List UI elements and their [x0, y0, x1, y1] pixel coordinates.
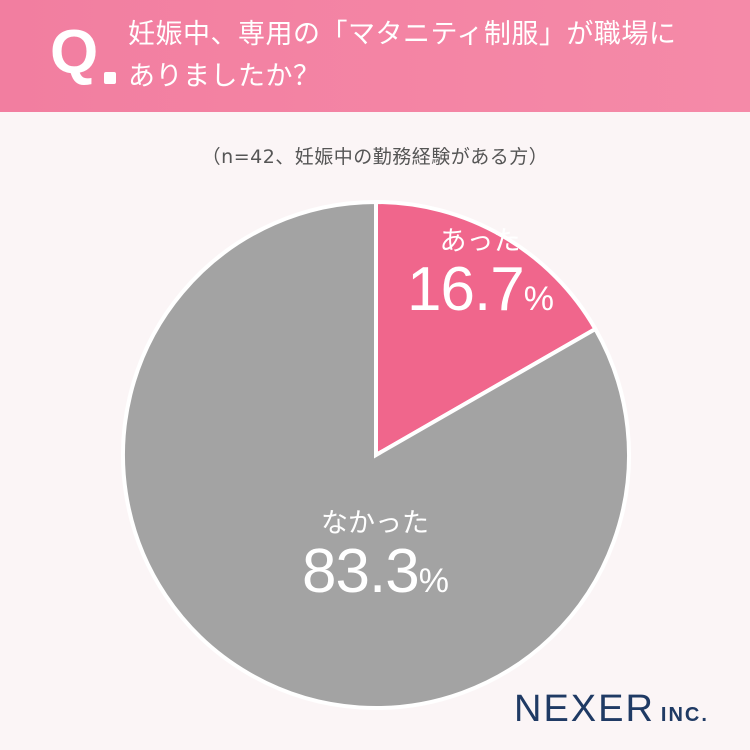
- pie-slice-no: [121, 199, 631, 710]
- logo-suffix: INC.: [660, 704, 709, 726]
- q-mark: Q: [50, 18, 99, 87]
- slice-label-no: なかった 83.3%: [250, 508, 500, 613]
- nexer-logo: NEXER INC.: [514, 688, 709, 731]
- slice-category-yes: あった: [439, 226, 521, 257]
- question-line-1: 妊娠中、専用の「マタニティ制服」が職場に: [128, 19, 677, 50]
- slice-label-yes: あった 16.7%: [380, 226, 580, 331]
- slice-unit-yes: %: [523, 280, 554, 318]
- slice-category-no: なかった: [321, 508, 429, 539]
- logo-main: NEXER: [514, 688, 655, 730]
- question-header: Q 妊娠中、専用の「マタニティ制服」が職場に ありましたか？: [0, 0, 750, 112]
- question-line-2: ありましたか？: [128, 61, 321, 92]
- slice-unit-no: %: [418, 562, 449, 600]
- sample-note: （n=42、妊娠中の勤務経験がある方）: [201, 146, 549, 168]
- question-text: 妊娠中、専用の「マタニティ制服」が職場に ありましたか？: [128, 14, 728, 98]
- slice-value-yes: 16.7: [407, 255, 525, 324]
- q-dot: [104, 72, 116, 84]
- slice-value-no: 83.3: [302, 537, 420, 606]
- pie-slice-yes: [374, 199, 599, 459]
